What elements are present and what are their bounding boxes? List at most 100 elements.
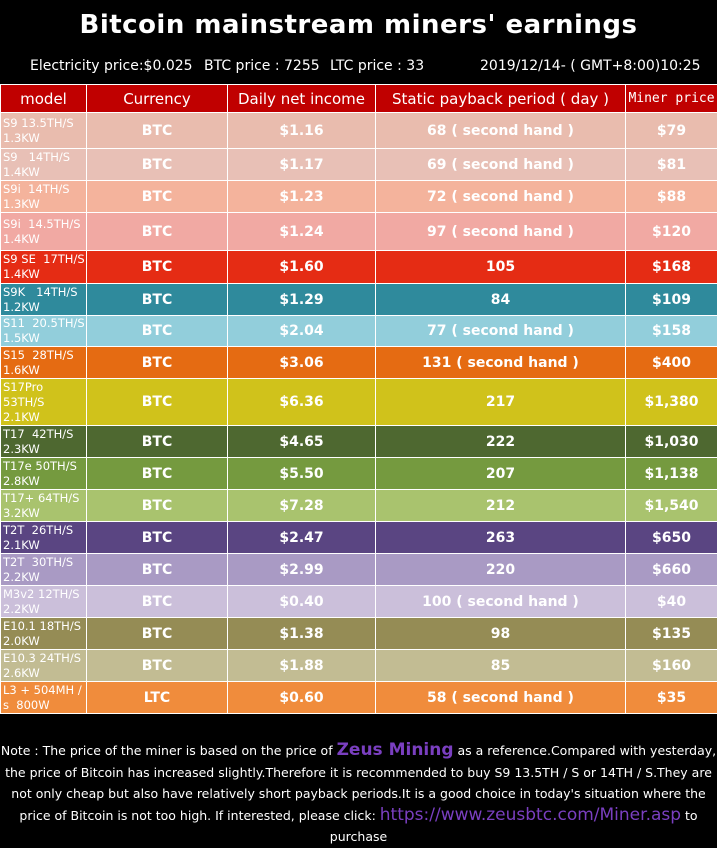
page-title: Bitcoin mainstream miners' earnings <box>0 10 717 40</box>
payback-period-cell: 84 <box>376 284 626 316</box>
miner-price-cell: $1,138 <box>626 458 717 490</box>
currency-cell: BTC <box>87 149 228 181</box>
brand-link[interactable]: Zeus Mining <box>337 740 454 760</box>
payback-period-cell: 212 <box>376 490 626 522</box>
payback-period-cell: 77 ( second hand ) <box>376 316 626 347</box>
currency-cell: LTC <box>87 682 228 714</box>
column-header-model: model <box>1 85 87 113</box>
miner-price-cell: $35 <box>626 682 717 714</box>
miners-table: model Currency Daily net income Static p… <box>0 84 717 714</box>
model-cell: T17e 50TH/S 2.8KW <box>1 458 87 490</box>
model-cell: T17+ 64TH/S 3.2KW <box>1 490 87 522</box>
payback-period-cell: 68 ( second hand ) <box>376 113 626 149</box>
daily-income-cell: $1.38 <box>228 618 376 650</box>
miner-price-cell: $1,380 <box>626 379 717 426</box>
payback-period-cell: 220 <box>376 554 626 586</box>
miner-price-cell: $120 <box>626 213 717 251</box>
column-header-daily-income: Daily net income <box>228 85 376 113</box>
note-text-1: Note : The price of the miner is based o… <box>1 743 337 758</box>
model-cell: S9 13.5TH/S 1.3KW <box>1 113 87 149</box>
purchase-link[interactable]: https://www.zeusbtc.com/Miner.asp <box>380 805 681 825</box>
payback-period-cell: 222 <box>376 426 626 458</box>
miner-price-cell: $81 <box>626 149 717 181</box>
daily-income-cell: $6.36 <box>228 379 376 426</box>
currency-cell: BTC <box>87 213 228 251</box>
payback-period-cell: 85 <box>376 650 626 682</box>
miner-price-cell: $1,540 <box>626 490 717 522</box>
daily-income-cell: $1.29 <box>228 284 376 316</box>
currency-cell: BTC <box>87 458 228 490</box>
miner-price-cell: $660 <box>626 554 717 586</box>
table-header-row: model Currency Daily net income Static p… <box>1 85 717 113</box>
model-cell: S15 28TH/S 1.6KW <box>1 347 87 379</box>
model-cell: S9 SE 17TH/S 1.4KW <box>1 251 87 284</box>
daily-income-cell: $0.40 <box>228 586 376 618</box>
currency-cell: BTC <box>87 650 228 682</box>
model-cell: S17Pro 53TH/S 2.1KW <box>1 379 87 426</box>
miner-price-cell: $79 <box>626 113 717 149</box>
header: Bitcoin mainstream miners' earnings Elec… <box>0 0 717 84</box>
currency-cell: BTC <box>87 181 228 213</box>
currency-cell: BTC <box>87 113 228 149</box>
currency-cell: BTC <box>87 379 228 426</box>
model-cell: S9 14TH/S 1.4KW <box>1 149 87 181</box>
currency-cell: BTC <box>87 618 228 650</box>
payback-period-cell: 72 ( second hand ) <box>376 181 626 213</box>
model-cell: L3 + 504MH / s 800W <box>1 682 87 714</box>
model-cell: T17 42TH/S 2.3KW <box>1 426 87 458</box>
payback-period-cell: 263 <box>376 522 626 554</box>
model-cell: S11 20.5TH/S 1.5KW <box>1 316 87 347</box>
model-cell: E10.1 18TH/S 2.0KW <box>1 618 87 650</box>
daily-income-cell: $1.60 <box>228 251 376 284</box>
miner-price-cell: $40 <box>626 586 717 618</box>
miner-price-cell: $109 <box>626 284 717 316</box>
daily-income-cell: $1.23 <box>228 181 376 213</box>
miner-price-cell: $158 <box>626 316 717 347</box>
payback-period-cell: 131 ( second hand ) <box>376 347 626 379</box>
payback-period-cell: 58 ( second hand ) <box>376 682 626 714</box>
daily-income-cell: $1.88 <box>228 650 376 682</box>
daily-income-cell: $1.24 <box>228 213 376 251</box>
payback-period-cell: 105 <box>376 251 626 284</box>
daily-income-cell: $1.17 <box>228 149 376 181</box>
miner-price-cell: $135 <box>626 618 717 650</box>
payback-period-cell: 217 <box>376 379 626 426</box>
currency-cell: BTC <box>87 284 228 316</box>
payback-period-cell: 207 <box>376 458 626 490</box>
column-header-currency: Currency <box>87 85 228 113</box>
model-cell: M3v2 12TH/S 2.2KW <box>1 586 87 618</box>
model-cell: S9i 14.5TH/S 1.4KW <box>1 213 87 251</box>
model-cell: S9i 14TH/S 1.3KW <box>1 181 87 213</box>
model-cell: S9K 14TH/S 1.2KW <box>1 284 87 316</box>
currency-cell: BTC <box>87 251 228 284</box>
payback-period-cell: 98 <box>376 618 626 650</box>
currency-cell: BTC <box>87 522 228 554</box>
miner-price-cell: $400 <box>626 347 717 379</box>
miner-price-cell: $1,030 <box>626 426 717 458</box>
electricity-price: Electricity price:$0.025 <box>30 58 193 74</box>
payback-period-cell: 97 ( second hand ) <box>376 213 626 251</box>
daily-income-cell: $2.99 <box>228 554 376 586</box>
miner-price-cell: $160 <box>626 650 717 682</box>
daily-income-cell: $2.47 <box>228 522 376 554</box>
miner-price-cell: $88 <box>626 181 717 213</box>
currency-cell: BTC <box>87 426 228 458</box>
daily-income-cell: $7.28 <box>228 490 376 522</box>
update-datetime: 2019/12/14- ( GMT+8:00)10:25 <box>480 58 701 74</box>
daily-income-cell: $5.50 <box>228 458 376 490</box>
daily-income-cell: $1.16 <box>228 113 376 149</box>
model-cell: T2T 30TH/S 2.2KW <box>1 554 87 586</box>
